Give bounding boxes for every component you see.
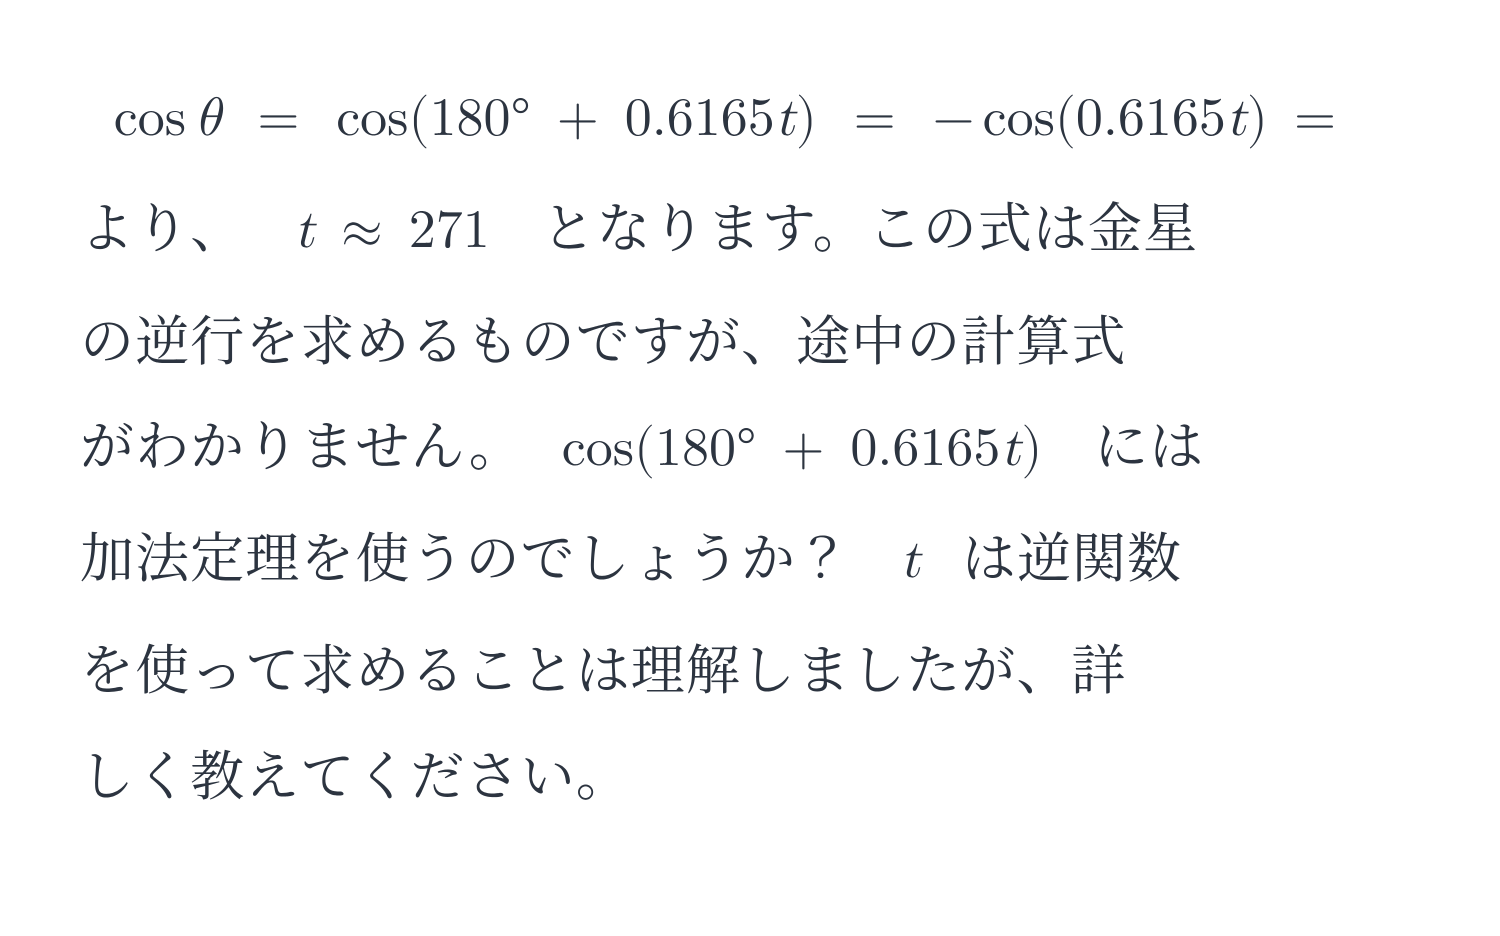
t-var-4: t: [1000, 422, 1021, 476]
text-kahouteiri: 加法定理を使うのでしょうか？: [80, 516, 851, 593]
text-niwa: には: [1094, 404, 1204, 481]
cos-op-1: cos: [114, 92, 186, 146]
cos-val-2: cos(0.6165: [983, 92, 1226, 146]
line-6: を使って求めることは理解しましたが、詳: [80, 614, 1440, 719]
theta-var: θ: [194, 92, 220, 146]
t-var-3: t: [294, 204, 315, 258]
equals-3: =: [1294, 92, 1336, 146]
equals-1: =: [257, 92, 299, 146]
close-paren-3: ): [1021, 422, 1042, 476]
close-paren-1: ): [796, 92, 817, 146]
line-3: の逆行を求めるものですが、途中の計算式: [80, 285, 1440, 390]
equals-2: =: [854, 92, 896, 146]
text-gyakukansuu: は逆関数: [962, 516, 1182, 593]
document-body: cosθ = cos(180° + 0.6165t) = −cos(0.6165…: [80, 60, 1440, 825]
math-expr-2: t ≈ 271: [294, 204, 508, 258]
text-wakarimasen: がわかりません。: [80, 404, 524, 481]
math-expr-3: cos(180° + 0.6165t): [562, 422, 1061, 476]
approx-1: ≈: [341, 204, 383, 258]
line-4: がわかりません。 cos(180° + 0.6165t) には: [80, 390, 1440, 502]
cos-180-2: cos(180: [562, 422, 736, 476]
t-var-2: t: [1226, 92, 1247, 146]
cos-180-1: cos(180: [336, 92, 510, 146]
close-paren-2: ): [1247, 92, 1268, 146]
degree-2: °: [736, 422, 756, 476]
text-yori: より、: [80, 186, 245, 263]
t-var-1: t: [775, 92, 796, 146]
math-expr-4: t: [900, 534, 939, 588]
degree-1: °: [510, 92, 530, 146]
line-5: 加法定理を使うのでしょうか？ t は逆関数: [80, 502, 1440, 614]
text-rikaishimashita: を使って求めることは理解しましたが、詳: [80, 628, 1127, 705]
coef-1: 0.6165: [625, 92, 775, 146]
text-oshiete: しく教えてください。: [80, 734, 631, 811]
line-2: より、 t ≈ 271 となります。この式は金星: [80, 172, 1440, 284]
text-gyakkou: の逆行を求めるものですが、途中の計算式: [80, 299, 1127, 376]
coef-2: 0.6165: [850, 422, 1000, 476]
minus-1: −: [933, 92, 975, 146]
t-var-5: t: [900, 534, 921, 588]
plus-1: +: [557, 92, 599, 146]
line-1: cosθ = cos(180° + 0.6165t) = −cos(0.6165…: [80, 60, 1440, 172]
math-expr-1: cosθ = cos(180° + 0.6165t) = −cos(0.6165…: [114, 92, 1336, 146]
text-tonarimasu: となります。この式は金星: [542, 186, 1199, 263]
line-7: しく教えてください。: [80, 720, 1440, 825]
plus-2: +: [782, 422, 824, 476]
val-271: 271: [409, 204, 490, 258]
